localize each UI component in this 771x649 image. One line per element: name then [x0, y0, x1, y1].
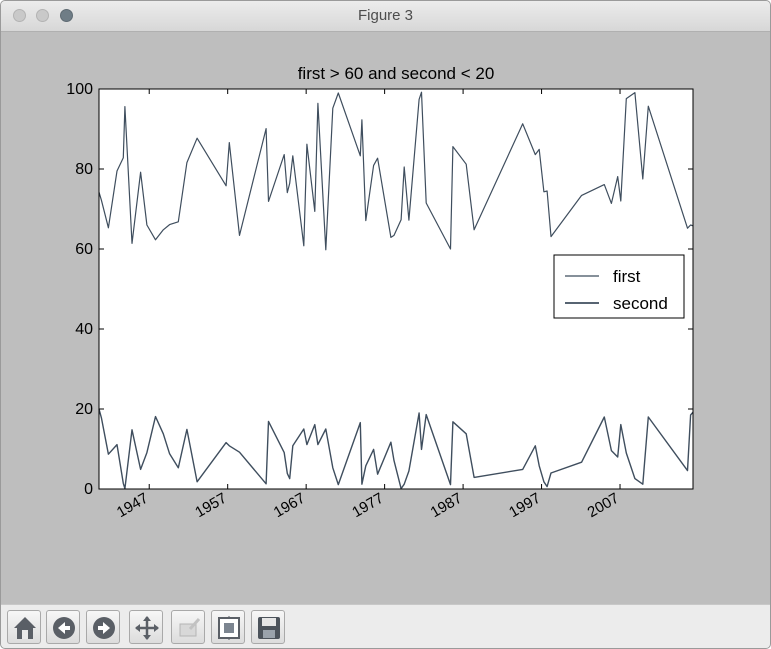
save-button[interactable] — [251, 610, 285, 644]
y-tick-label: 0 — [84, 481, 93, 498]
subplots-button[interactable] — [211, 610, 245, 644]
title-bar: Figure 3 — [1, 1, 770, 32]
back-button[interactable] — [46, 610, 80, 644]
zoom-window-button[interactable] — [60, 9, 73, 22]
back-arrow-icon — [53, 617, 75, 639]
subplots-icon — [218, 616, 240, 640]
y-tick-label: 80 — [75, 161, 93, 178]
minimize-window-button[interactable] — [36, 9, 49, 22]
y-tick-label: 60 — [75, 241, 93, 258]
series-line-first — [98, 91, 694, 251]
series-line-second — [98, 408, 694, 490]
chart-title: first > 60 and second < 20 — [298, 64, 495, 83]
y-tick-label: 20 — [75, 401, 93, 418]
window-title: Figure 3 — [357, 7, 414, 24]
y-tick-label: 100 — [66, 81, 93, 98]
x-tick-label: 1987 — [428, 490, 465, 521]
pan-button[interactable] — [129, 610, 163, 644]
legend-label-first: first — [613, 267, 641, 286]
forward-arrow-icon — [93, 617, 115, 639]
legend: first second — [553, 254, 685, 319]
x-tick-label: 1957 — [192, 490, 229, 521]
zoom-rect-icon — [179, 617, 201, 637]
legend-label-second: second — [613, 294, 668, 313]
x-tick-label: 1947 — [114, 490, 151, 521]
figure-canvas: first > 60 and second < 20 0 20 40 60 80 100 1… — [66, 64, 694, 521]
floppy-disk-icon — [258, 617, 280, 639]
y-tick-label: 40 — [75, 321, 93, 338]
close-window-button[interactable] — [13, 9, 26, 22]
zoom-button[interactable] — [171, 610, 205, 644]
home-icon — [14, 617, 36, 639]
navigation-toolbar — [1, 604, 770, 648]
move-icon — [135, 616, 159, 640]
forward-button[interactable] — [86, 610, 120, 644]
x-tick-label: 2007 — [585, 490, 622, 521]
x-tick-label: 1997 — [506, 490, 543, 521]
x-tick-label: 1967 — [271, 490, 308, 521]
x-tick-label: 1977 — [349, 490, 386, 521]
plot-frame — [98, 88, 694, 490]
home-button[interactable] — [7, 610, 41, 644]
legend-box — [553, 254, 685, 319]
